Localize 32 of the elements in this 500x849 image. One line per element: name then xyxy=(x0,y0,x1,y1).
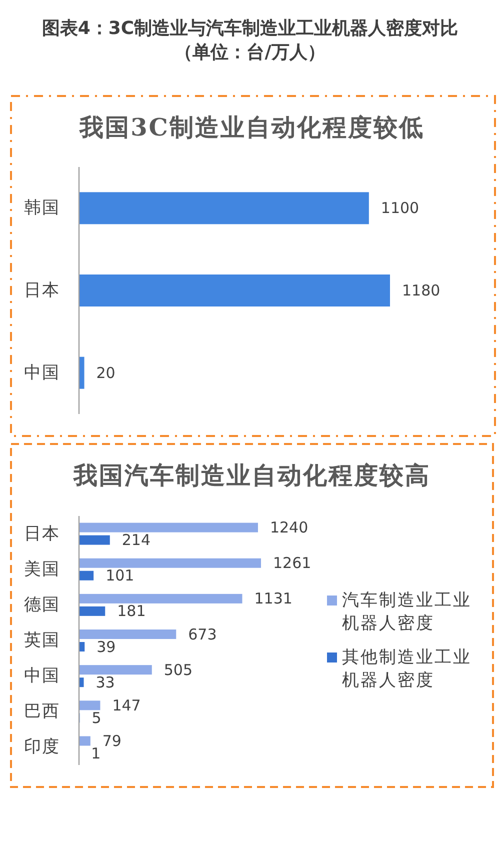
data-label: 505 xyxy=(164,660,193,679)
category-label: 日本 xyxy=(24,524,60,544)
legend-label: 汽车制造业工业机器人密度 xyxy=(342,590,472,634)
data-label: 5 xyxy=(92,708,102,727)
category-label: 巴西 xyxy=(24,702,60,722)
category-label: 中国 xyxy=(24,666,60,686)
category-label: 美国 xyxy=(24,559,60,580)
category-label: 德国 xyxy=(24,594,60,615)
data-label: 1180 xyxy=(402,282,440,300)
data-label: 101 xyxy=(106,566,134,585)
category-label: 英国 xyxy=(24,630,60,650)
data-label: 1131 xyxy=(254,590,292,608)
category-label: 日本 xyxy=(24,280,60,300)
title: 图表4：3C制造业与汽车制造业工业机器人密度对比（单位：台/万人） xyxy=(42,18,458,62)
data-label: 673 xyxy=(188,625,217,644)
data-label: 214 xyxy=(122,531,151,550)
data-label: 33 xyxy=(96,673,115,692)
category-label: 中国 xyxy=(24,362,60,383)
category-label: 印度 xyxy=(24,737,60,758)
chart-title: 我国汽车制造业自动化程度较高 xyxy=(74,460,430,490)
data-label: 1 xyxy=(91,744,101,762)
data-label: 1100 xyxy=(380,199,420,218)
data-label: 1240 xyxy=(270,518,308,537)
chart-title: 我国3C制造业自动化程度较低 xyxy=(80,112,424,142)
category-label: 韩国 xyxy=(24,198,60,218)
data-label: 147 xyxy=(112,696,141,714)
legend-label: 其他制造业工业机器人密度 xyxy=(342,648,472,690)
data-label: 181 xyxy=(117,602,146,620)
data-label: 1261 xyxy=(273,554,312,572)
data-label: 79 xyxy=(102,732,122,750)
data-label: 39 xyxy=(96,638,116,656)
data-label: 20 xyxy=(96,364,116,382)
